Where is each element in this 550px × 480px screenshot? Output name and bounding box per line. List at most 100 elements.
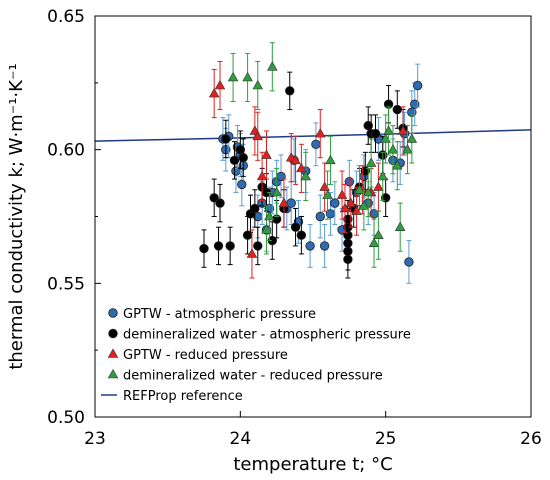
data-point (373, 229, 384, 240)
y-tick-label: 0.60 (47, 141, 85, 161)
data-point (199, 243, 209, 254)
axes: 0.50 0.55 0.60 0.65 23 24 25 26 temperature t; °… (6, 7, 542, 475)
data-point (330, 198, 340, 208)
data-point (315, 128, 326, 138)
legend-item: demineralized water - atmospheric pressu… (108, 328, 411, 343)
data-point (235, 144, 246, 155)
data-point (208, 87, 220, 98)
y-axis-title: thermal conductivity k; W·m⁻¹·K⁻¹ (6, 63, 27, 369)
data-point (296, 230, 307, 240)
legend-item: demineralized water - reduced pressure (107, 368, 383, 384)
data-point (370, 128, 381, 139)
data-point (351, 205, 362, 215)
plot-area (95, 42, 531, 284)
legend-marker (108, 328, 118, 339)
data-point (213, 241, 224, 251)
legend-label: demineralized water - atmospheric pressu… (123, 328, 411, 343)
data-point (322, 189, 333, 199)
data-point (383, 125, 394, 135)
data-point (354, 184, 365, 194)
data-point (305, 241, 315, 251)
data-point (264, 210, 275, 221)
data-point (271, 186, 282, 197)
data-point (229, 155, 240, 166)
data-point (296, 162, 307, 173)
legend-label: GPTW - reduced pressure (123, 348, 288, 363)
data-point (225, 241, 235, 251)
data-point (256, 170, 268, 181)
data-point (209, 193, 219, 203)
series-2 (208, 60, 409, 279)
data-point (285, 86, 295, 96)
data-point (311, 139, 321, 150)
data-point (412, 80, 423, 91)
data-point (336, 189, 348, 199)
legend-item: GPTW - reduced pressure (107, 348, 288, 363)
data-point (290, 154, 301, 165)
legend-label: demineralized water - reduced pressure (123, 369, 383, 384)
legend-item: REFProp reference (101, 389, 243, 404)
legend-label: GPTW - atmospheric pressure (123, 307, 316, 322)
data-point (215, 198, 225, 208)
data-point (410, 99, 420, 109)
data-point (402, 144, 413, 154)
data-point (278, 197, 290, 207)
x-tick-label: 23 (84, 429, 106, 449)
data-point (250, 203, 260, 214)
data-point (214, 79, 226, 90)
data-point (252, 130, 264, 141)
data-point (406, 133, 418, 143)
data-point (380, 193, 391, 203)
data-point (344, 177, 355, 187)
x-tick-label: 24 (230, 429, 252, 449)
y-tick-label: 0.50 (47, 408, 85, 428)
y-tick-label: 0.65 (47, 7, 85, 27)
data-point (362, 186, 374, 197)
data-point (300, 170, 311, 181)
data-point (373, 181, 384, 191)
series-line-refprop-reference (95, 129, 531, 142)
data-point (325, 154, 336, 165)
x-tick-label: 26 (520, 429, 542, 449)
data-point (368, 237, 380, 248)
data-point (387, 144, 399, 154)
data-point (394, 221, 406, 231)
data-point (363, 120, 373, 131)
data-point (238, 152, 248, 163)
data-point (246, 248, 258, 258)
data-point (267, 61, 278, 71)
data-point (252, 79, 264, 90)
data-point (339, 202, 351, 213)
legend-label: REFProp reference (123, 389, 243, 404)
data-point (242, 71, 253, 82)
series-3 (227, 42, 418, 268)
data-marks (95, 42, 531, 284)
data-point (290, 222, 301, 232)
data-point (253, 241, 263, 251)
legend-marker (108, 308, 118, 318)
y-tick-label: 0.55 (47, 274, 85, 294)
x-tick-label: 25 (375, 429, 397, 449)
data-point (397, 125, 409, 135)
data-point (319, 241, 330, 251)
data-point (358, 200, 370, 210)
data-point (380, 133, 391, 143)
legend: GPTW - atmospheric pressure demineralized… (101, 307, 411, 404)
x-axis-title: temperature t; °C (233, 454, 392, 475)
data-point (345, 197, 357, 207)
data-point (237, 179, 247, 190)
legend-marker (107, 368, 119, 379)
data-point (392, 160, 403, 170)
data-point (404, 257, 414, 267)
data-point (221, 134, 231, 144)
data-point (377, 170, 389, 181)
legend-item: GPTW - atmospheric pressure (108, 307, 316, 322)
data-point (360, 166, 371, 176)
legend-marker (107, 348, 119, 358)
data-point (365, 157, 377, 167)
data-point (261, 149, 272, 159)
data-point (315, 211, 325, 222)
data-point (227, 71, 239, 82)
data-point (392, 104, 402, 115)
